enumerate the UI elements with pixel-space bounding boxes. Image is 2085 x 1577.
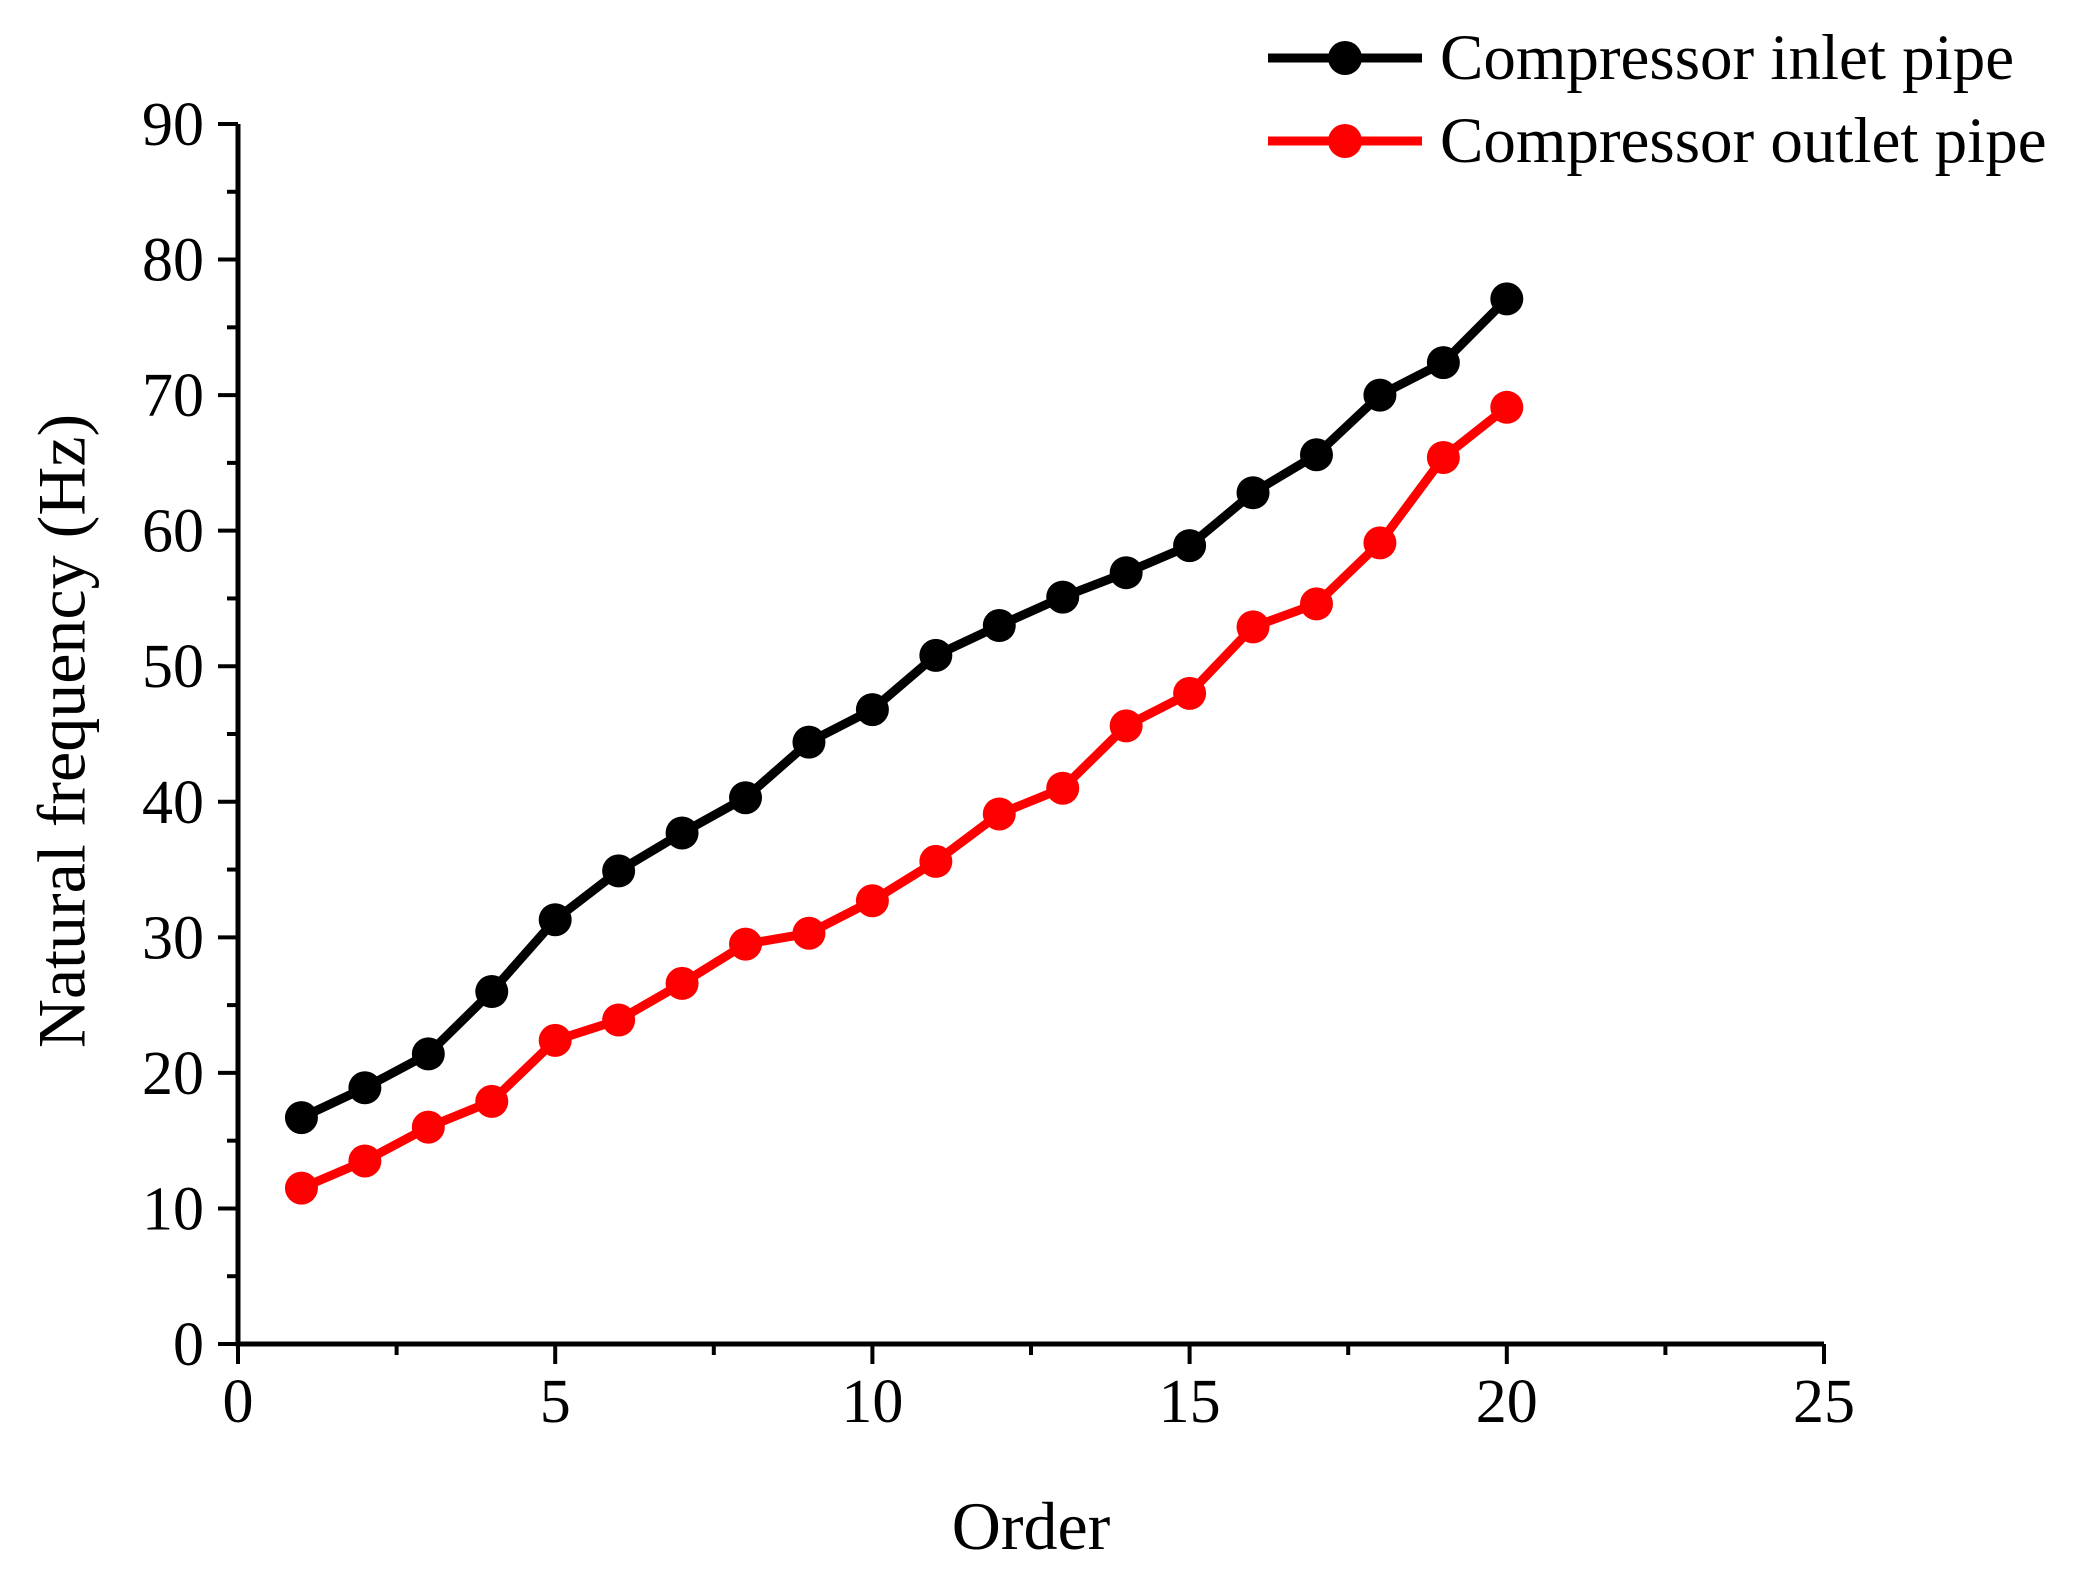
y-tick-label: 70: [142, 362, 204, 430]
x-tick-label: 5: [540, 1368, 571, 1436]
legend-marker-dot-inlet: [1328, 41, 1362, 75]
series-1-marker: [1426, 440, 1460, 474]
y-tick-label: 40: [142, 769, 204, 837]
series-1-marker: [475, 1084, 509, 1118]
y-axis-title: Natural frequency (Hz): [23, 413, 100, 1049]
series-0-marker: [729, 781, 763, 815]
series-0-marker: [602, 854, 636, 888]
legend-label-inlet: Compressor inlet pipe: [1440, 21, 2015, 94]
series-1-marker: [1299, 587, 1333, 621]
series-1-line: [296, 402, 1512, 1193]
series-0-marker: [1490, 282, 1524, 316]
legend-sample-outlet: [1268, 121, 1422, 161]
x-axis-title: Order: [951, 1488, 1111, 1564]
x-tick-label: 25: [1793, 1368, 1855, 1436]
y-tick-label: 10: [142, 1175, 204, 1243]
series-0-marker: [538, 903, 572, 937]
series-0-marker: [411, 1037, 445, 1071]
y-tick-label: 20: [142, 1040, 204, 1108]
legend-label-outlet: Compressor outlet pipe: [1440, 104, 2047, 177]
series-0-marker: [792, 725, 826, 759]
series-1-marker: [348, 1144, 382, 1178]
series-0-marker: [1046, 580, 1080, 614]
series-1-marker: [538, 1023, 572, 1057]
series-1-marker: [855, 884, 889, 918]
x-tick-label: 20: [1476, 1368, 1538, 1436]
series-0-marker: [1363, 378, 1397, 412]
series-0-marker: [855, 693, 889, 727]
series-0-marker: [1299, 438, 1333, 472]
series-1-marker: [919, 844, 953, 878]
series-1-marker: [982, 797, 1016, 831]
series-1-marker: [1109, 709, 1143, 743]
series-1-marker: [602, 1003, 636, 1037]
series-1-marker: [1363, 526, 1397, 560]
series-0-marker: [475, 975, 509, 1009]
series-0-marker: [284, 1101, 318, 1135]
legend-item-inlet-pipe: Compressor inlet pipe: [1268, 14, 2014, 102]
series-0-marker: [348, 1071, 382, 1105]
y-tick-label: 90: [142, 91, 204, 159]
series-1-marker: [1046, 771, 1080, 805]
y-tick-label: 50: [142, 633, 204, 701]
series-0-marker: [1109, 556, 1143, 590]
series-0-marker: [1173, 529, 1207, 563]
series-0-marker: [1236, 476, 1270, 510]
series-0-marker: [1426, 346, 1460, 380]
series-1-marker: [411, 1110, 445, 1144]
series-0-marker: [665, 816, 699, 850]
y-tick-label: 60: [142, 498, 204, 566]
x-tick-label: 15: [1159, 1368, 1221, 1436]
legend-item-outlet-pipe: Compressor outlet pipe: [1268, 97, 2047, 185]
series-1-marker: [729, 927, 763, 961]
series-1-marker: [1490, 390, 1524, 424]
series-0-marker: [982, 609, 1016, 643]
legend-marker-dot-outlet: [1328, 124, 1362, 158]
y-tick-label: 30: [142, 904, 204, 972]
y-tick-label: 80: [142, 227, 204, 295]
x-tick-label: 10: [841, 1368, 903, 1436]
x-tick-label: 0: [223, 1368, 254, 1436]
series-1-marker: [1173, 676, 1207, 710]
legend-sample-inlet: [1268, 38, 1422, 78]
series-1-marker: [665, 966, 699, 1000]
series-1-marker: [1236, 610, 1270, 644]
series-1-marker: [792, 916, 826, 950]
series-1-marker: [284, 1171, 318, 1205]
series-0-marker: [919, 638, 953, 672]
y-tick-label: 0: [173, 1311, 204, 1379]
